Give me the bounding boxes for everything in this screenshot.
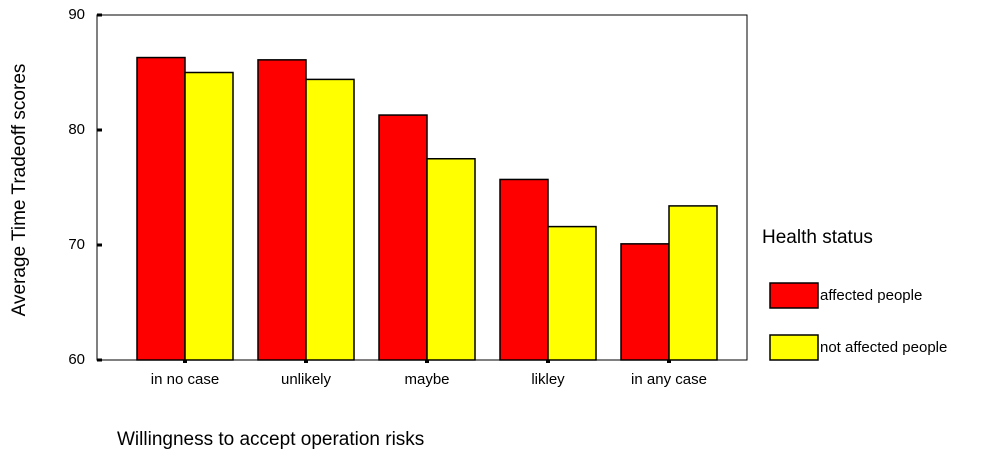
legend-swatch — [769, 334, 819, 361]
y-axis-label: Average Time Tradeoff scores — [9, 64, 30, 317]
bar — [136, 56, 186, 361]
x-tick-label: likley — [531, 371, 565, 388]
bar — [668, 205, 718, 361]
x-tick-label: in no case — [151, 371, 219, 388]
bar — [620, 243, 670, 361]
legend-label: not affected people — [820, 339, 947, 356]
bar — [547, 225, 597, 361]
bar — [378, 114, 428, 361]
x-tick-label: maybe — [404, 371, 449, 388]
y-tick-label: 60 — [68, 351, 85, 368]
x-tick-label: unlikely — [281, 371, 332, 388]
legend-swatch — [769, 282, 819, 309]
bar — [499, 178, 549, 361]
bar — [305, 78, 355, 361]
bar — [426, 158, 476, 361]
x-axis-label: Willingness to accept operation risks — [117, 429, 424, 450]
y-tick-label: 70 — [68, 236, 85, 253]
bar — [184, 71, 234, 361]
legend-title: Health status — [762, 227, 873, 248]
y-tick-label: 80 — [68, 121, 85, 138]
bar — [257, 59, 307, 361]
y-tick-label: 90 — [68, 6, 85, 23]
legend-label: affected people — [820, 287, 922, 304]
x-tick-label: in any case — [631, 371, 707, 388]
